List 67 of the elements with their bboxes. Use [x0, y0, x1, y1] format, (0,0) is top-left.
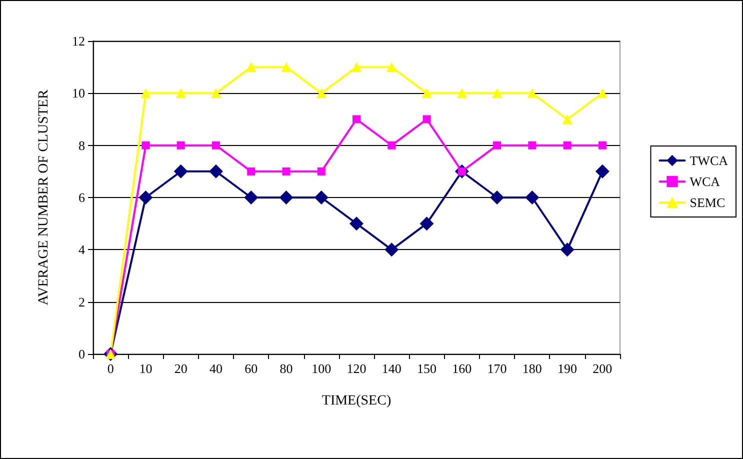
point: [595, 164, 610, 178]
y-tick-label: 2: [78, 294, 85, 310]
x-tick-label: 100: [312, 361, 332, 376]
x-tick-label: 160: [452, 361, 472, 376]
point: [281, 62, 292, 72]
point: [598, 141, 606, 150]
point: [282, 167, 290, 176]
x-tick-label: 190: [558, 361, 578, 376]
point: [210, 88, 221, 98]
y-tick-label: 8: [78, 138, 85, 153]
point: [527, 88, 538, 98]
point: [384, 242, 399, 257]
x-tick-label: 60: [244, 361, 258, 376]
point: [422, 115, 431, 124]
x-tick-label: 120: [346, 361, 366, 376]
y-tick-label: 4: [78, 242, 86, 258]
point: [525, 190, 540, 204]
point: [560, 242, 574, 257]
y-tick-label: 6: [78, 190, 86, 205]
y-axis-title: AVERAGE NUMBER OF CLUSTER: [36, 89, 52, 306]
point: [314, 190, 328, 204]
x-tick-label: 200: [592, 361, 612, 376]
point: [316, 88, 326, 98]
point: [490, 190, 504, 204]
point: [142, 141, 150, 150]
point: [212, 141, 220, 150]
point: [140, 88, 151, 98]
point: [563, 141, 572, 150]
legend-label: WCA: [690, 174, 721, 189]
point: [492, 88, 502, 98]
point: [420, 216, 434, 231]
point: [528, 141, 536, 150]
point: [493, 141, 502, 150]
y-tick-label: 10: [72, 86, 85, 101]
point: [456, 88, 467, 98]
x-tick-label: 20: [174, 361, 188, 376]
legend-label: TWCA: [690, 153, 729, 168]
y-tick-label: 0: [78, 346, 85, 362]
x-axis-title: TIME(SEC): [322, 394, 392, 408]
point: [138, 190, 153, 204]
point: [244, 190, 258, 204]
x-tick-label: 10: [139, 361, 152, 376]
point: [597, 88, 608, 98]
point: [562, 114, 572, 124]
point: [176, 88, 186, 98]
point: [176, 141, 185, 150]
point: [386, 62, 397, 72]
x-tick-label: 0: [107, 361, 114, 376]
y-tick-label: 12: [72, 34, 85, 48]
point: [247, 167, 256, 176]
point: [174, 164, 188, 178]
point: [350, 216, 364, 231]
point: [208, 164, 223, 178]
point: [388, 141, 396, 150]
x-tick-label: 150: [417, 361, 437, 376]
point: [317, 167, 326, 176]
point: [279, 190, 294, 204]
point: [422, 88, 432, 98]
point: [352, 115, 360, 124]
x-tick-label: 170: [487, 361, 507, 376]
legend-label: SEMC: [690, 195, 726, 210]
x-tick-label: 40: [209, 361, 222, 376]
point: [352, 62, 362, 72]
x-tick-label: 180: [522, 361, 542, 376]
point: [246, 62, 256, 72]
x-tick-label: 80: [280, 361, 293, 376]
x-tick-label: 140: [382, 361, 402, 376]
